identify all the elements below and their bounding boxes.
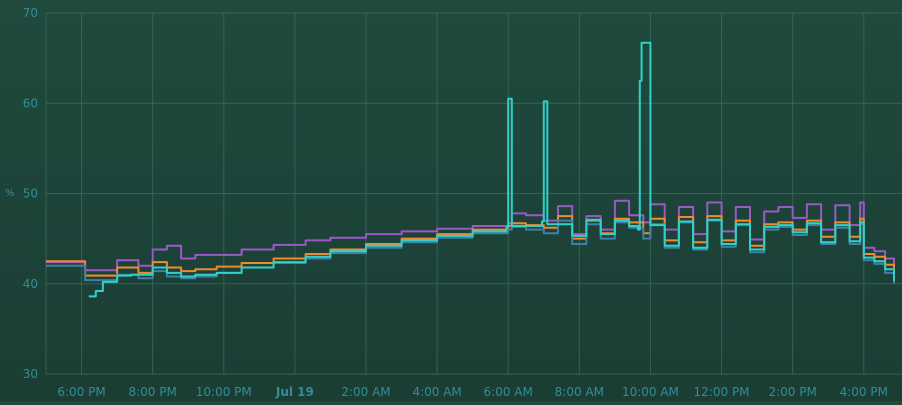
y-axis-unit-label: % xyxy=(5,188,15,199)
y-tick-label: 60 xyxy=(23,96,38,110)
y-tick-label: 70 xyxy=(23,6,38,20)
x-tick-label: 10:00 AM xyxy=(622,385,679,399)
x-tick-label: 4:00 AM xyxy=(412,385,461,399)
series-layer xyxy=(46,41,895,298)
x-tick-label: 4:00 PM xyxy=(840,385,888,399)
x-tick-label: 12:00 PM xyxy=(694,385,750,399)
x-tick-label: 8:00 AM xyxy=(555,385,604,399)
y-tick-label: 50 xyxy=(23,187,38,201)
x-tick-label: Jul 19 xyxy=(275,385,314,399)
axis-layer: % 30 40 50 60 70 6:00 PM 8:00 PM 10:00 PM Jul 19… xyxy=(5,6,888,399)
x-tick-label: 2:00 PM xyxy=(768,385,816,399)
x-tick-label: 8:00 PM xyxy=(128,385,176,399)
x-tick-label: 6:00 PM xyxy=(57,385,105,399)
x-tick-label: 2:00 AM xyxy=(341,385,390,399)
series-line-2 xyxy=(46,219,895,284)
x-tick-label: 6:00 AM xyxy=(484,385,533,399)
series-line-3 xyxy=(88,41,895,298)
x-tick-label: 10:00 PM xyxy=(196,385,252,399)
grid-layer xyxy=(45,12,902,375)
y-tick-label: 40 xyxy=(23,277,38,291)
y-tick-label: 30 xyxy=(23,367,38,381)
